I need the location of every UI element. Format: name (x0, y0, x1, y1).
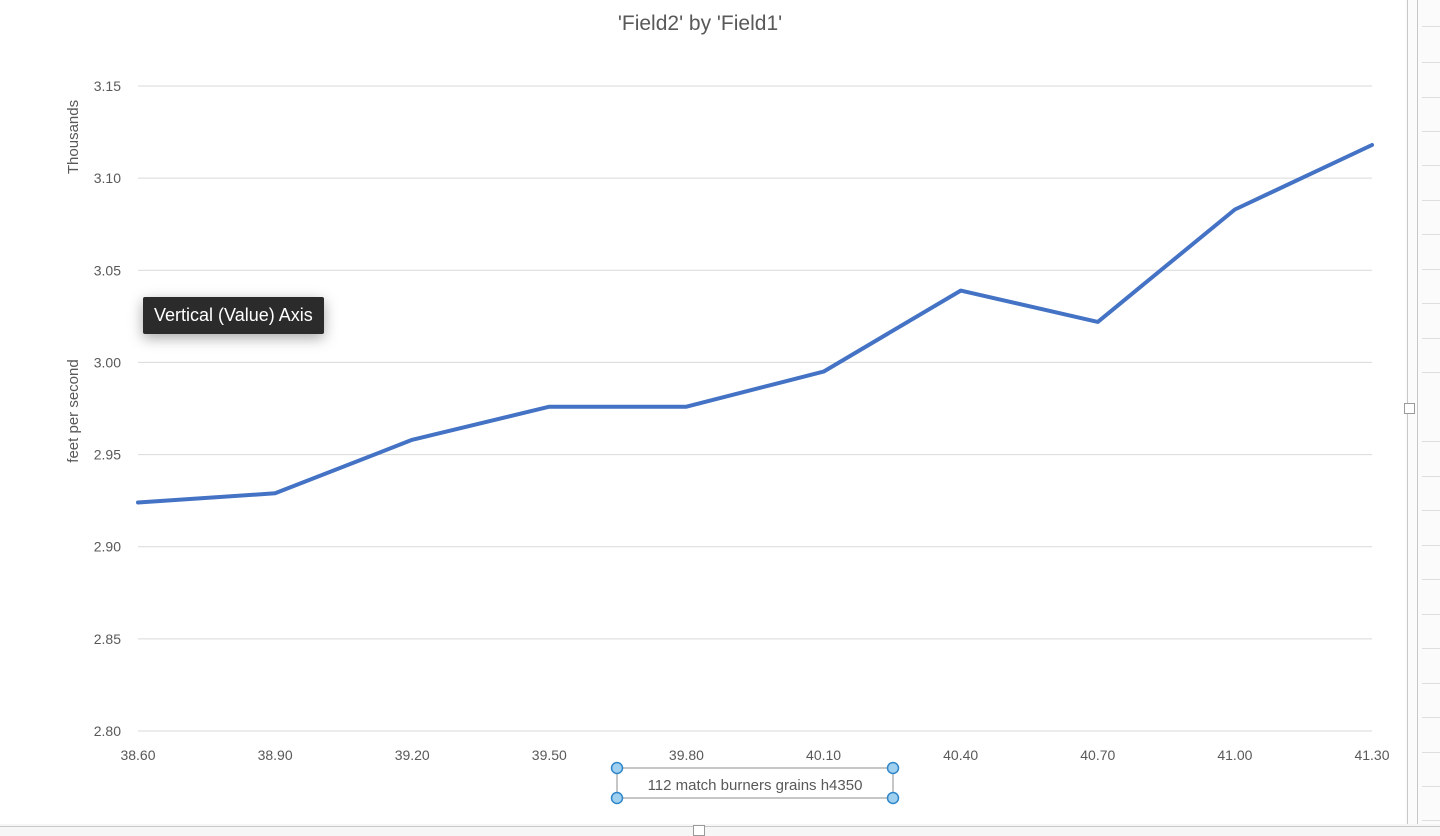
x-axis-title[interactable]: 112 match burners grains h4350 (648, 777, 863, 794)
resize-handle-top-right[interactable] (886, 761, 900, 775)
y-tick-label: 3.15 (94, 78, 121, 94)
row-line (1422, 752, 1440, 753)
chart-title[interactable]: 'Field2' by 'Field1' (618, 12, 782, 35)
y-axis-display-unit[interactable]: Thousands (65, 100, 82, 174)
row-line (1422, 26, 1440, 27)
resize-handle-bottom-right[interactable] (886, 791, 900, 805)
x-tick-label: 39.20 (395, 747, 430, 763)
series-line[interactable] (136, 143, 1374, 505)
y-axis-title[interactable]: feet per second (65, 359, 82, 462)
row-line (1422, 269, 1440, 270)
sheet-bottom-edge (0, 824, 1440, 836)
resize-handle-top-left[interactable] (610, 761, 624, 775)
row-line (1422, 62, 1440, 63)
gridlines (138, 85, 1372, 732)
x-tick-label: 40.40 (943, 747, 978, 763)
row-line (1422, 165, 1440, 166)
y-tick-label: 2.80 (94, 723, 121, 739)
row-line (1422, 131, 1440, 132)
row-line (1422, 234, 1440, 235)
y-axis[interactable]: 3.15 3.10 3.05 3.00 2.95 2.90 2.85 2.80 (94, 78, 121, 739)
x-tick-label: 41.00 (1217, 747, 1252, 763)
row-line (1422, 717, 1440, 718)
x-tick-label: 40.70 (1080, 747, 1115, 763)
axis-tooltip: Vertical (Value) Axis (143, 297, 324, 334)
chart-border-right (1407, 0, 1408, 836)
row-line (1422, 579, 1440, 580)
row-line (1422, 545, 1440, 546)
x-axis-title-selection[interactable]: 112 match burners grains h4350 (610, 761, 900, 805)
row-line (1422, 303, 1440, 304)
x-axis-title-frame[interactable] (616, 767, 894, 799)
row-line (1422, 683, 1440, 684)
resize-handle-bottom-left[interactable] (610, 791, 624, 805)
y-tick-label: 2.85 (94, 631, 121, 647)
y-tick-label: 2.90 (94, 539, 121, 555)
row-line (1422, 441, 1440, 442)
chart-border-bottom (0, 826, 1440, 827)
x-axis[interactable]: 38.60 38.90 39.20 39.50 39.80 40.10 40.40 40.70… (120, 747, 1389, 763)
chart-resize-handle-bottom[interactable] (693, 825, 705, 836)
x-tick-label: 38.60 (120, 747, 155, 763)
row-line (1422, 97, 1440, 98)
sheet-right-edge (1405, 0, 1440, 836)
series-group (136, 143, 1374, 505)
chart-resize-handle-right[interactable] (1404, 403, 1415, 414)
row-line (1422, 372, 1440, 373)
row-line (1422, 510, 1440, 511)
y-tick-label: 3.05 (94, 262, 121, 278)
x-tick-label: 39.80 (669, 747, 704, 763)
y-tick-label: 2.95 (94, 447, 121, 463)
x-tick-label: 38.90 (258, 747, 293, 763)
y-tick-label: 3.10 (94, 170, 121, 186)
row-line (1422, 200, 1440, 201)
x-tick-label: 40.10 (806, 747, 841, 763)
row-line (1422, 338, 1440, 339)
x-tick-label: 39.50 (532, 747, 567, 763)
x-tick-label: 41.30 (1354, 747, 1389, 763)
row-line (1422, 648, 1440, 649)
row-line (1422, 786, 1440, 787)
row-line (1422, 614, 1440, 615)
y-tick-label: 3.00 (94, 354, 121, 370)
row-line (1422, 820, 1440, 821)
row-line (1422, 476, 1440, 477)
column-border (1417, 0, 1418, 836)
